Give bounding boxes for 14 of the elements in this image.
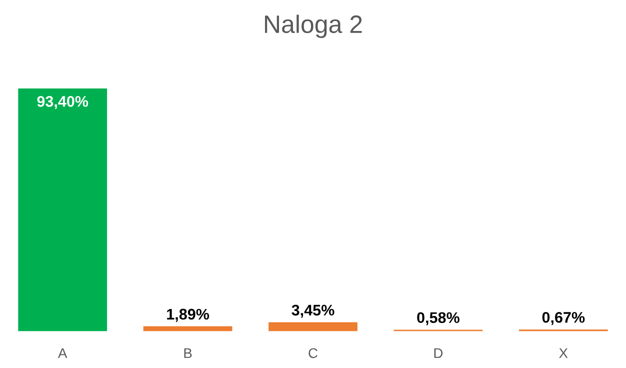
bar xyxy=(18,88,108,332)
x-tick-label: A xyxy=(58,348,68,358)
chart-title: Naloga 2 xyxy=(265,14,362,38)
data-label: 0,58% xyxy=(417,312,460,326)
x-tick-label: B xyxy=(184,348,192,358)
bar xyxy=(143,326,232,332)
x-tick-label: D xyxy=(434,348,443,358)
x-tick-label: X xyxy=(559,348,568,358)
data-label: 3,45% xyxy=(292,304,334,318)
x-tick-label: C xyxy=(308,348,318,358)
data-label: 93,40% xyxy=(37,96,88,110)
data-label: 1,89% xyxy=(167,308,210,322)
data-label: 0,67% xyxy=(542,312,585,326)
bar xyxy=(268,322,358,332)
